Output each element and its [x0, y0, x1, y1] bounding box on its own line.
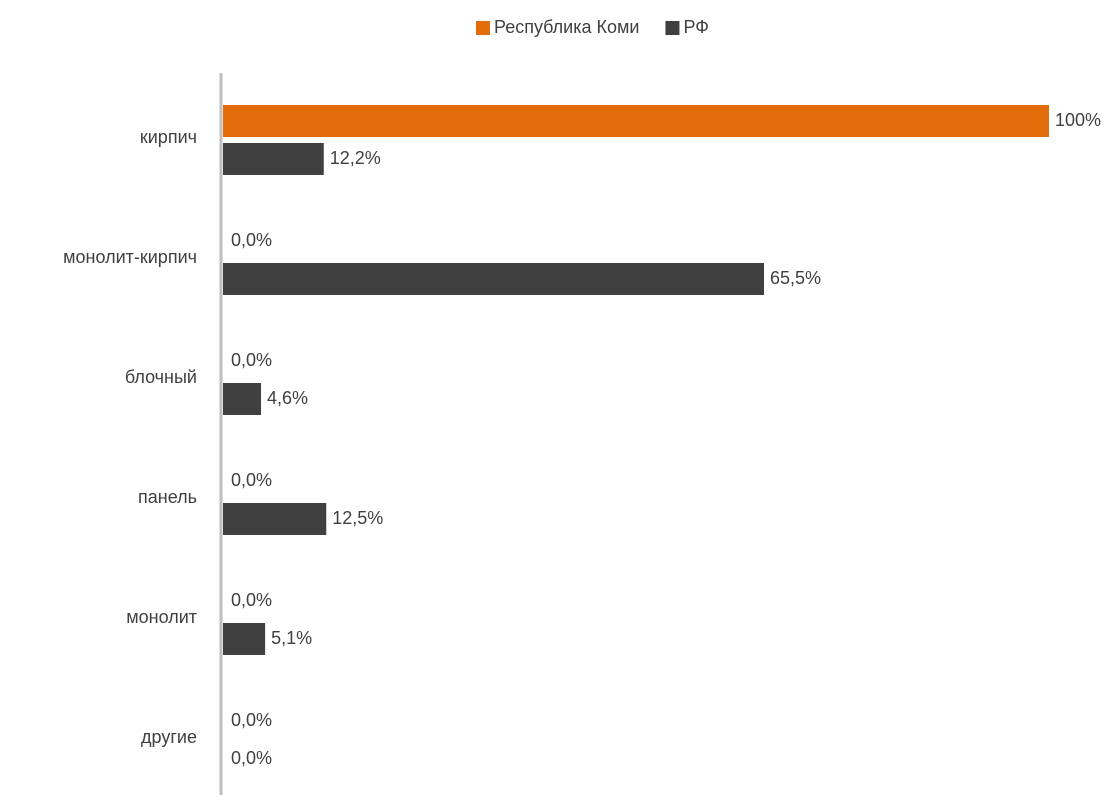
category-label-cat-4: монолит [126, 607, 197, 627]
bar-series-1-cat-2 [223, 383, 261, 415]
data-label-series-1-cat-4: 5,1% [271, 628, 312, 648]
data-label-series-0-cat-3: 0,0% [231, 470, 272, 490]
data-label-series-0-cat-5: 0,0% [231, 710, 272, 730]
data-label-series-1-cat-2: 4,6% [267, 388, 308, 408]
data-label-series-0-cat-0: 100% [1055, 110, 1101, 130]
data-label-series-1-cat-5: 0,0% [231, 748, 272, 768]
data-label-series-1-cat-1: 65,5% [770, 268, 821, 288]
data-label-series-1-cat-3: 12,5% [332, 508, 383, 528]
category-label-cat-1: монолит-кирпич [63, 247, 197, 267]
data-label-series-0-cat-2: 0,0% [231, 350, 272, 370]
data-label-series-0-cat-1: 0,0% [231, 230, 272, 250]
category-label-cat-5: другие [141, 727, 197, 747]
bar-series-1-cat-0 [223, 143, 324, 175]
category-label-cat-0: кирпич [140, 127, 197, 147]
data-label-series-0-cat-4: 0,0% [231, 590, 272, 610]
legend-marker-series-1 [665, 21, 680, 35]
bar-series-0-cat-0 [223, 105, 1049, 137]
legend-marker-series-0 [476, 21, 490, 35]
bar-series-1-cat-3 [223, 503, 327, 535]
category-label-cat-2: блочный [125, 367, 197, 387]
bar-series-1-cat-1 [223, 263, 765, 295]
legend-label-series-0: Республика Коми [494, 17, 639, 37]
legend-label-series-1: РФ [683, 17, 709, 37]
category-label-cat-3: панель [138, 487, 197, 507]
bar-series-1-cat-4 [223, 623, 266, 655]
data-label-series-1-cat-0: 12,2% [330, 148, 381, 168]
